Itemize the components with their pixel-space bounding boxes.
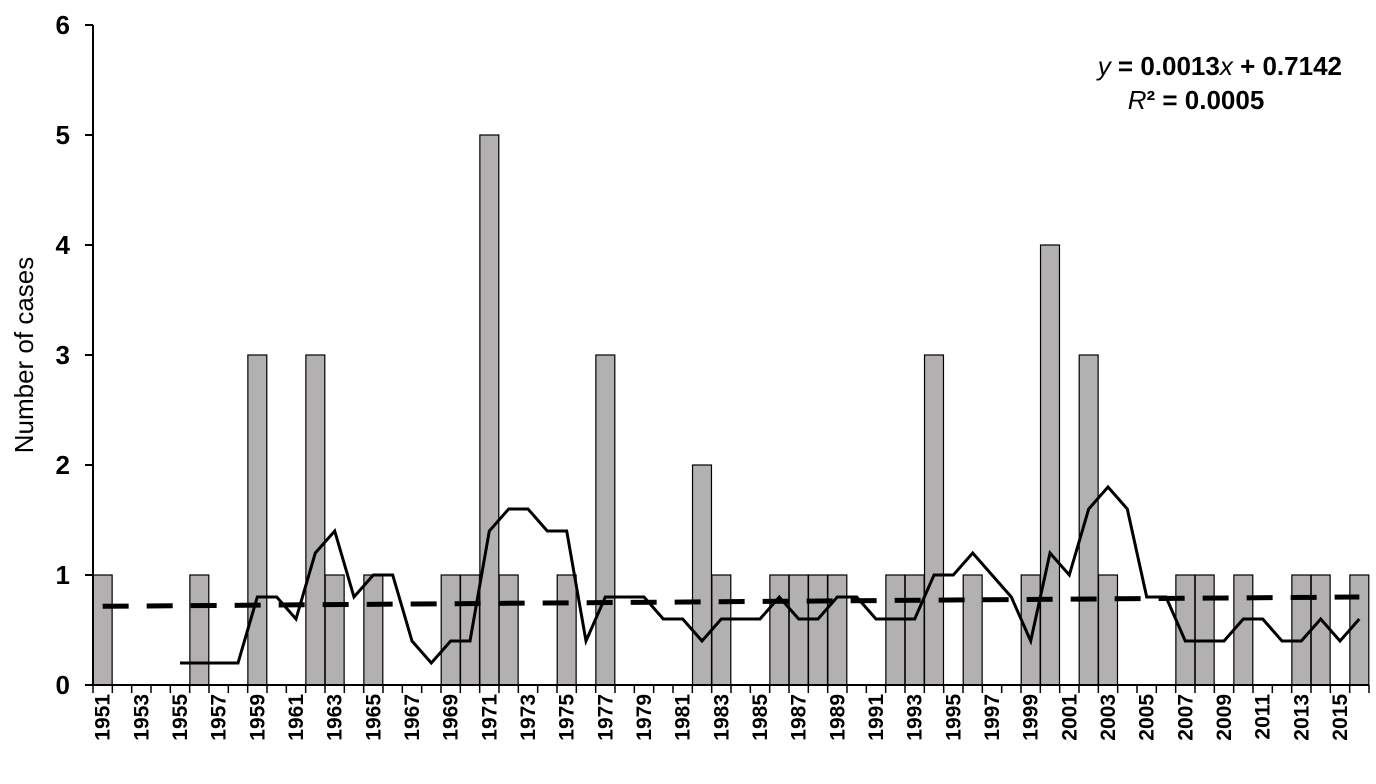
- x-tick-label-1985: 1985: [749, 694, 772, 741]
- bar-1994: [923, 354, 945, 686]
- x-tick-label-1979: 1979: [633, 694, 656, 741]
- y-axis-title: Number of cases: [9, 257, 39, 454]
- bar-1969: [440, 574, 461, 686]
- x-tick-label-1975: 1975: [556, 694, 579, 741]
- y-tick-label-5: 5: [56, 120, 70, 150]
- y-tick-label-1: 1: [56, 560, 70, 590]
- bar-1977: [595, 354, 616, 686]
- bar-1951: [92, 574, 113, 686]
- bar-2014: [1310, 574, 1331, 686]
- bar-2007: [1175, 574, 1196, 686]
- moving-average-layer: [180, 484, 1361, 666]
- eq-slope: = 0.0013: [1111, 51, 1220, 81]
- bar-1988: [807, 574, 829, 686]
- x-tick-label-1991: 1991: [865, 694, 888, 741]
- bar-1965: [363, 574, 384, 686]
- bar-1983: [711, 574, 732, 686]
- bar-2013: [1291, 574, 1312, 686]
- eq-x-var: x: [1218, 51, 1234, 81]
- bar-2002: [1078, 354, 1099, 686]
- x-tick-label-1983: 1983: [710, 694, 733, 741]
- x-tick-label-2013: 2013: [1290, 694, 1313, 741]
- x-tick-label-1997: 1997: [981, 694, 1004, 741]
- y-tick-label-2: 2: [56, 450, 70, 480]
- x-tick-label-2001: 2001: [1058, 694, 1081, 741]
- bar-2003: [1097, 574, 1119, 686]
- bar-1971: [479, 134, 500, 686]
- trend-equation: y = 0.0013x + 0.7142: [1096, 51, 1342, 81]
- x-tick-label-1951: 1951: [92, 694, 115, 741]
- y-tick-label-6: 6: [56, 10, 70, 40]
- eq-y-var: y: [1096, 51, 1113, 81]
- x-tick-label-1981: 1981: [672, 694, 695, 741]
- x-tick-label-1987: 1987: [788, 694, 811, 741]
- y-tick-labels: 0 1 2 3 4 5 6: [56, 10, 71, 700]
- bar-1986: [769, 574, 790, 686]
- x-tick-label-2005: 2005: [1136, 694, 1159, 741]
- moving-average-line: [180, 484, 1361, 666]
- bar-1999: [1020, 574, 1041, 686]
- r-value: ² = 0.0005: [1146, 85, 1264, 115]
- bar-2010: [1233, 574, 1254, 686]
- x-tick-label-1995: 1995: [942, 694, 965, 741]
- x-tick-label-1959: 1959: [246, 694, 269, 741]
- x-tick-label-2011: 2011: [1252, 694, 1275, 740]
- bar-1970: [459, 574, 481, 686]
- eq-intercept: + 0.7142: [1233, 51, 1342, 81]
- y-tick-label-3: 3: [56, 340, 70, 370]
- x-tick-label-1953: 1953: [130, 694, 153, 741]
- bar-1975: [556, 574, 577, 686]
- x-tick-label-2009: 2009: [1213, 694, 1236, 741]
- x-tick-label-1965: 1965: [362, 694, 385, 741]
- x-tick-label-1973: 1973: [517, 694, 540, 741]
- x-tick-label-1971: 1971: [478, 694, 501, 741]
- r-squared: R² = 0.0005: [1128, 85, 1265, 115]
- x-tick-label-2003: 2003: [1097, 694, 1120, 741]
- bar-1982: [691, 464, 713, 686]
- bar-1956: [189, 574, 210, 686]
- axes-layer: [85, 24, 1370, 693]
- x-tick-label-1989: 1989: [826, 694, 849, 741]
- x-tick-label-1961: 1961: [285, 694, 308, 741]
- bar-1989: [827, 574, 848, 686]
- y-tick-label-4: 4: [56, 230, 71, 260]
- trendline: [102, 594, 1360, 609]
- x-tick-label-1999: 1999: [1020, 694, 1043, 741]
- x-tick-label-2015: 2015: [1329, 694, 1352, 741]
- bar-1959: [247, 354, 268, 686]
- bar-1987: [788, 574, 809, 686]
- bar-1992: [885, 574, 906, 686]
- r-var: R: [1128, 85, 1147, 115]
- x-tick-label-1967: 1967: [401, 694, 424, 741]
- x-tick-label-1969: 1969: [440, 694, 463, 741]
- bar-2008: [1194, 574, 1215, 686]
- x-tick-label-1993: 1993: [904, 694, 927, 741]
- y-tick-label-0: 0: [56, 670, 70, 700]
- x-tick-labels: 1951 1953 1955 1957 1959 1961 1963 1965 1967 1969…: [92, 694, 1352, 741]
- bar-1962: [305, 354, 326, 686]
- bar-1996: [962, 574, 983, 686]
- trendline-layer: [102, 594, 1360, 609]
- x-tick-label-1963: 1963: [324, 694, 347, 741]
- x-tick-label-1955: 1955: [169, 694, 192, 741]
- bar-1963: [324, 574, 345, 686]
- x-tick-label-2007: 2007: [1174, 694, 1197, 741]
- bar-2016: [1349, 574, 1370, 686]
- x-tick-label-1977: 1977: [594, 694, 617, 741]
- bar-2000: [1039, 244, 1061, 686]
- x-tick-label-1957: 1957: [208, 694, 231, 741]
- bar-1993: [904, 574, 925, 686]
- bar-1972: [498, 574, 519, 686]
